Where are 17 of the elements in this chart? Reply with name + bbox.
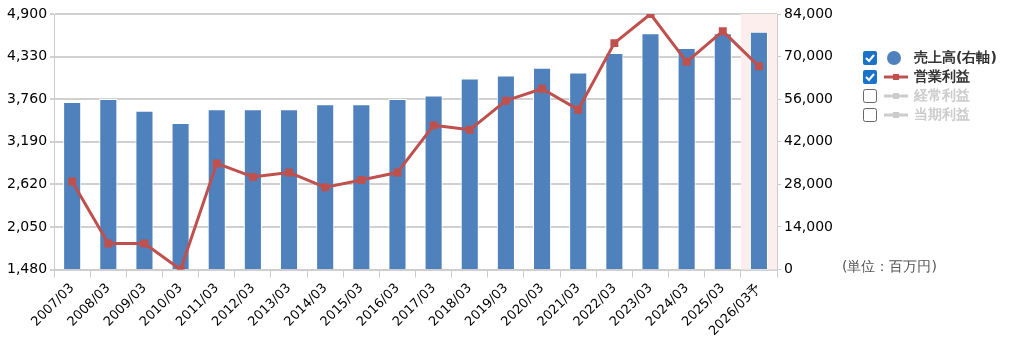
y2-tick-label: 42,000 <box>784 132 834 149</box>
y-tick-label: 4,330 <box>6 47 48 64</box>
y-tick-label: 2,050 <box>6 217 48 234</box>
y2-tick-label: 14,000 <box>784 217 834 234</box>
legend-label: 営業利益 <box>914 67 970 86</box>
legend-label: 売上高(右軸) <box>914 48 997 67</box>
text: (単位：百万円) <box>842 258 937 276</box>
y-tick-label: 2,620 <box>6 175 48 192</box>
y-tick-label: 4,900 <box>6 4 48 21</box>
y2-tick-label: 28,000 <box>784 175 834 192</box>
y-tick-label: 3,190 <box>6 132 48 149</box>
y2-tick-label: 84,000 <box>784 4 834 21</box>
y2-tick-label: 56,000 <box>784 89 834 106</box>
y-tick-label: 3,760 <box>6 89 48 106</box>
y2-tick-label: 0 <box>784 260 793 277</box>
y-tick-label: 1,480 <box>6 260 48 277</box>
y2-tick-label: 70,000 <box>784 47 834 64</box>
